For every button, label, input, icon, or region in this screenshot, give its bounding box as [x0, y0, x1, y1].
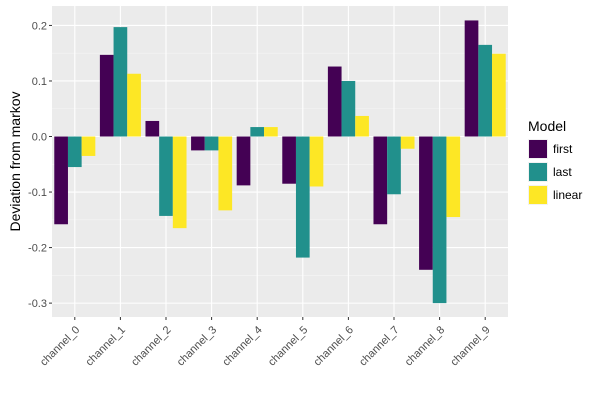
x-tick-label: channel_4: [220, 324, 264, 368]
bar-last-channel_7: [387, 136, 401, 195]
bar-last-channel_3: [204, 136, 219, 151]
bar-linear-channel_5: [309, 136, 324, 187]
y-axis-title: Deviation from markov: [7, 91, 23, 231]
bar-last-channel_4: [250, 127, 265, 137]
bar-last-channel_8: [432, 136, 447, 304]
x-tick-label: channel_5: [266, 324, 310, 368]
x-tick-label: channel_7: [357, 324, 401, 368]
legend-label-last: last: [553, 165, 572, 179]
legend: Model first last linear: [528, 118, 582, 205]
x-axis: channel_0 channel_1 channel_2 channel_3 chan…: [38, 317, 493, 368]
y-tick-label: -0.3: [28, 298, 47, 310]
x-tick-label: channel_8: [403, 324, 447, 368]
legend-swatch-last: [529, 163, 547, 181]
bar-linear-channel_7: [400, 136, 415, 149]
legend-swatch-first: [529, 140, 547, 158]
bar-last-channel_6: [341, 80, 356, 137]
x-tick-label: channel_0: [38, 324, 82, 368]
legend-label-first: first: [553, 142, 573, 156]
x-tick-label: channel_6: [312, 324, 356, 368]
legend-label-linear: linear: [553, 188, 582, 202]
y-tick-label: 0.2: [32, 20, 47, 32]
bar-last-channel_2: [159, 136, 173, 216]
bar-first-channel_6: [327, 66, 342, 137]
bar-first-channel_8: [419, 136, 433, 270]
bars: [54, 20, 506, 304]
x-tick-label: channel_9: [448, 324, 492, 368]
bar-first-channel_2: [145, 120, 160, 137]
y-tick-label: 0.0: [32, 132, 47, 144]
bar-last-channel_0: [67, 136, 82, 168]
bar-first-channel_4: [236, 136, 251, 186]
bar-linear-channel_0: [81, 136, 96, 156]
bar-first-channel_7: [373, 136, 388, 225]
bar-first-channel_3: [191, 136, 205, 151]
bar-last-channel_9: [478, 44, 493, 137]
x-tick-label: channel_2: [129, 324, 173, 368]
legend-title: Model: [528, 118, 566, 134]
y-tick-label: -0.2: [28, 243, 47, 255]
bar-linear-channel_8: [446, 136, 461, 218]
y-tick-label: 0.1: [32, 76, 47, 88]
bar-last-channel_5: [295, 136, 310, 258]
bar-first-channel_1: [99, 54, 114, 137]
x-tick-label: channel_1: [84, 324, 128, 368]
bar-linear-channel_4: [264, 127, 278, 137]
bar-linear-channel_9: [492, 53, 506, 137]
bar-first-channel_5: [282, 136, 296, 184]
y-tick-label: -0.1: [28, 187, 47, 199]
bar-first-channel_0: [54, 136, 68, 225]
bar-linear-channel_1: [127, 73, 141, 137]
y-axis: -0.3 -0.2 -0.1 0.0 0.1 0.2: [28, 20, 52, 310]
x-tick-label: channel_3: [175, 324, 219, 368]
bar-linear-channel_6: [355, 115, 369, 137]
bar-linear-channel_3: [218, 136, 233, 211]
bar-first-channel_9: [464, 20, 479, 137]
bar-linear-channel_2: [172, 136, 187, 229]
legend-swatch-linear: [529, 186, 547, 204]
bar-last-channel_1: [113, 27, 128, 137]
